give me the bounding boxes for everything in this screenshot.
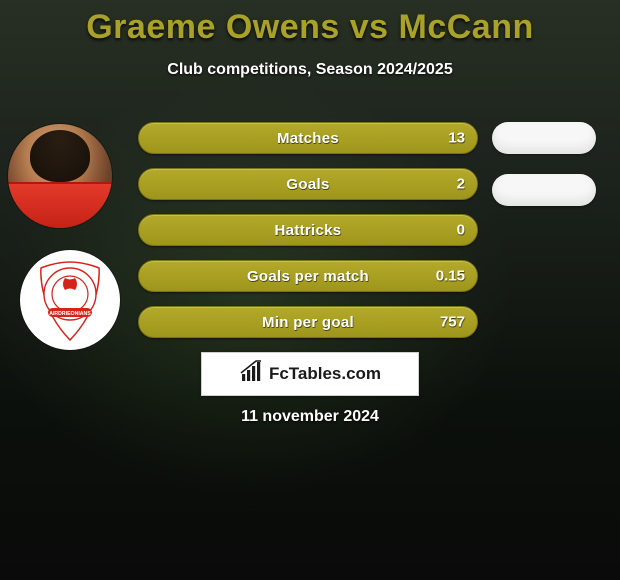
stat-value-left: 0 <box>457 222 465 239</box>
stat-label: Hattricks <box>275 222 342 239</box>
stat-value-left: 0.15 <box>436 268 465 285</box>
stat-row-mpg: Min per goal 757 <box>138 306 478 338</box>
stat-value-left: 757 <box>440 314 465 331</box>
crest-graphic: AIRDRIEONIANS AIRDRIEONIANS <box>33 260 107 344</box>
stat-row-hattricks: Hattricks 0 <box>138 214 478 246</box>
page-subtitle: Club competitions, Season 2024/2025 <box>0 61 620 79</box>
right-player-column <box>492 122 602 226</box>
date-stamp: 11 november 2024 <box>0 408 620 426</box>
stat-label: Min per goal <box>262 314 354 331</box>
player-photo <box>8 124 112 228</box>
stat-row-gpm: Goals per match 0.15 <box>138 260 478 292</box>
stat-value-left: 2 <box>457 176 465 193</box>
stat-label: Matches <box>277 130 339 147</box>
stat-row-matches: Matches 13 <box>138 122 478 154</box>
brand-badge[interactable]: FcTables.com <box>201 352 419 396</box>
club-crest: AIRDRIEONIANS AIRDRIEONIANS <box>20 250 120 350</box>
stat-value-left: 13 <box>448 130 465 147</box>
club-crest-empty <box>492 174 596 206</box>
stats-panel: Matches 13 Goals 2 Hattricks 0 Goals per… <box>138 122 478 352</box>
player-photo-empty <box>492 122 596 154</box>
bar-chart-icon <box>239 360 263 389</box>
brand-text: FcTables.com <box>269 364 381 384</box>
stat-row-goals: Goals 2 <box>138 168 478 200</box>
left-player-column: AIRDRIEONIANS AIRDRIEONIANS <box>8 124 118 372</box>
page-title: Graeme Owens vs McCann <box>0 0 620 47</box>
stat-label: Goals <box>286 176 329 193</box>
stat-label: Goals per match <box>247 268 369 285</box>
